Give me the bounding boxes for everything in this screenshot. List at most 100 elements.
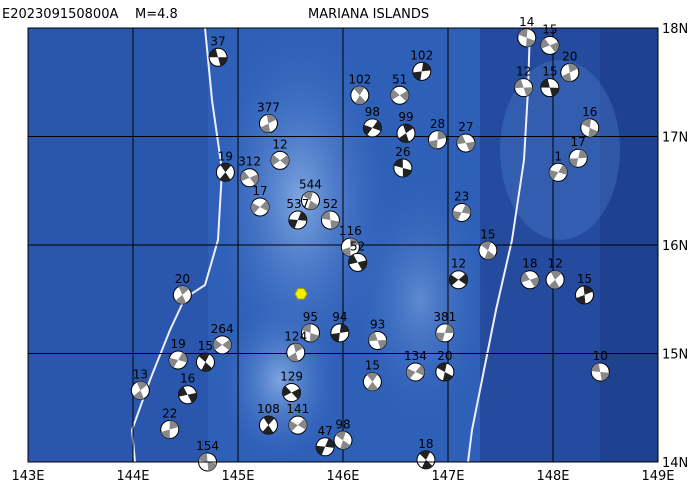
- beachball: 20: [560, 49, 580, 82]
- beachball-quadrant: [394, 158, 403, 168]
- beachball: 52: [320, 197, 340, 230]
- beachball-quadrant: [402, 167, 412, 177]
- beachball-quadrant: [461, 204, 471, 215]
- beachball-quadrant: [421, 62, 431, 72]
- beachball-quadrant: [288, 219, 298, 229]
- beachball: 16: [178, 372, 198, 405]
- beachball-quadrant: [412, 71, 422, 81]
- beachball-quadrant: [178, 285, 190, 295]
- depth-label: 18: [522, 257, 537, 271]
- beachball: 15: [575, 272, 594, 305]
- beachball: 20: [435, 349, 455, 382]
- beachball: 312: [238, 155, 261, 188]
- beachball: 16: [580, 105, 600, 138]
- beachball-quadrant: [178, 352, 188, 363]
- lon-label: 148E: [536, 469, 569, 484]
- beachball: 18: [416, 437, 436, 470]
- beachball-quadrant: [419, 450, 431, 460]
- depth-label: 26: [395, 145, 410, 159]
- depth-label: 52: [350, 239, 365, 253]
- beachball-quadrant: [372, 120, 382, 131]
- beachball-quadrant: [377, 339, 387, 349]
- beachball-quadrant: [301, 323, 311, 333]
- beachball-quadrant: [260, 123, 271, 133]
- beachball: 141: [286, 402, 309, 435]
- beachball: 102: [410, 48, 433, 81]
- beachball: 129: [280, 370, 303, 403]
- beachball-quadrant: [421, 459, 433, 469]
- beachball-quadrant: [399, 90, 409, 102]
- beachball: 93: [368, 317, 388, 350]
- depth-label: 15: [577, 272, 592, 286]
- depth-label: 20: [562, 49, 577, 63]
- beachball-quadrant: [271, 154, 280, 166]
- beachball: 124: [284, 329, 307, 362]
- depth-label: 52: [323, 197, 338, 211]
- beachball: 1: [548, 149, 568, 182]
- depth-label: 108: [257, 402, 280, 416]
- depth-label: 377: [257, 100, 280, 114]
- beachball-quadrant: [309, 332, 319, 342]
- depth-label: 15: [542, 65, 557, 79]
- beachball: 28: [428, 117, 447, 150]
- beachball-quadrant: [178, 386, 188, 397]
- beachball: 134: [404, 349, 427, 382]
- beachball: 23: [452, 189, 472, 222]
- beachball-quadrant: [415, 365, 425, 376]
- beachball-quadrant: [561, 72, 572, 82]
- depth-label: 18: [418, 437, 433, 451]
- beachball-quadrant: [428, 139, 438, 149]
- beachball-quadrant: [568, 63, 578, 73]
- depth-label: 15: [480, 227, 495, 241]
- depth-label: 51: [392, 72, 407, 86]
- beachball: 14: [517, 15, 537, 48]
- beachball-quadrant: [540, 38, 550, 49]
- beachball-quadrant: [520, 272, 530, 283]
- depth-label: 47: [318, 424, 333, 438]
- beachball-quadrant: [355, 95, 366, 105]
- beachball-quadrant: [321, 211, 331, 221]
- beachball-quadrant: [341, 247, 351, 257]
- beachball-quadrant: [218, 57, 228, 66]
- beachball: 12: [545, 257, 565, 290]
- depth-label: 98: [335, 417, 350, 431]
- lat-label: 18N: [662, 22, 688, 37]
- beachball-quadrant: [201, 362, 213, 372]
- depth-label: 37: [210, 34, 225, 48]
- beachball-quadrant: [402, 124, 414, 134]
- depth-label: 93: [370, 317, 385, 331]
- depth-label: 312: [238, 155, 261, 169]
- beachball-quadrant: [526, 37, 536, 47]
- beachball-quadrant: [583, 285, 593, 295]
- beachball-quadrant: [251, 202, 261, 214]
- beachball: 381: [433, 310, 456, 343]
- beachball: 102: [348, 72, 371, 105]
- beachball: 98: [362, 105, 382, 138]
- beachball-quadrant: [529, 276, 539, 288]
- beachball: 12: [270, 137, 290, 170]
- beachball-quadrant: [558, 164, 568, 175]
- event-id: E202309150800A: [2, 7, 118, 22]
- beachball-quadrant: [540, 78, 550, 88]
- depth-label: 98: [365, 105, 380, 119]
- beachball-quadrant: [263, 416, 275, 426]
- lon-label: 146E: [326, 469, 359, 484]
- depth-label: 10: [593, 349, 608, 363]
- beachball-quadrant: [523, 87, 533, 97]
- beachball-quadrant: [175, 294, 187, 304]
- depth-label: 17: [252, 184, 267, 198]
- depth-label: 264: [211, 322, 234, 336]
- depth-label: 1: [554, 149, 562, 163]
- beachball: 95: [300, 310, 320, 343]
- beachball-quadrant: [465, 141, 475, 152]
- beachball-quadrant: [549, 87, 559, 97]
- beachball-quadrant: [161, 429, 170, 439]
- lon-label: 149E: [641, 469, 674, 484]
- beachball-quadrant: [207, 462, 217, 471]
- depth-label: 12: [272, 137, 287, 151]
- beachball-quadrant: [169, 420, 179, 430]
- beachball: 20: [172, 272, 192, 305]
- beachball: 544: [299, 178, 322, 211]
- beachball-quadrant: [291, 388, 301, 400]
- beachball-quadrant: [576, 294, 586, 304]
